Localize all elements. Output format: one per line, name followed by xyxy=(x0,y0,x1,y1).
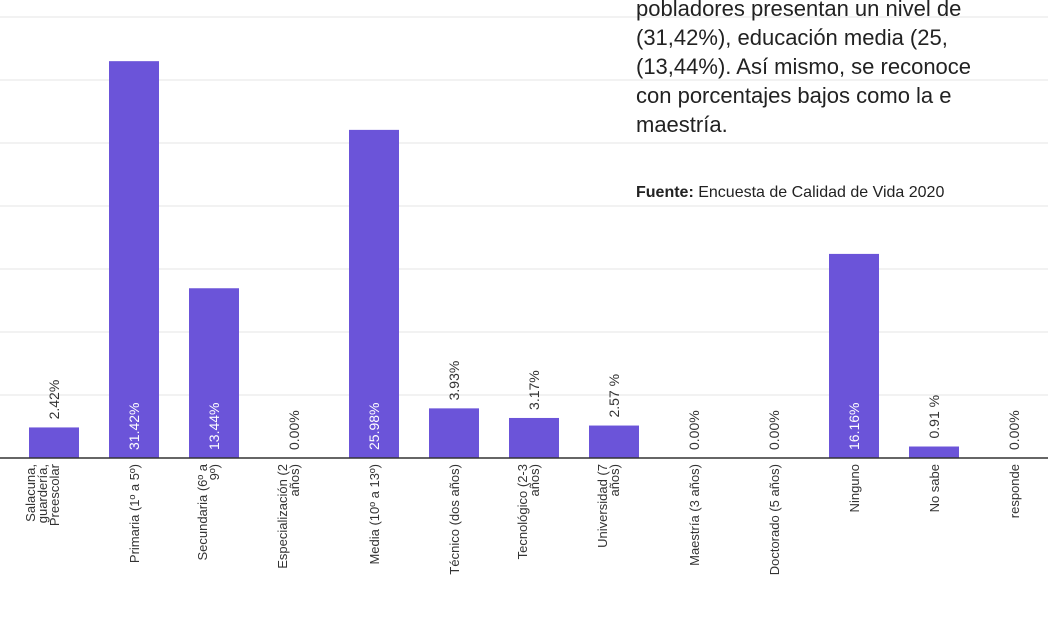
description-line-1: pobladores presentan un nivel de xyxy=(636,0,962,21)
source-note: Fuente: Encuesta de Calidad de Vida 2020 xyxy=(636,184,944,202)
category-label: Técnico (dos años) xyxy=(447,464,462,575)
category-label: No sabe xyxy=(927,464,942,512)
bars-group xyxy=(29,61,959,458)
data-label: 25.98% xyxy=(366,403,382,450)
category-label: Doctorado (5 años) xyxy=(767,464,782,575)
description-line-3: (13,44%). Así mismo, se reconoce xyxy=(636,54,972,79)
gridlines xyxy=(0,16,1048,396)
bar xyxy=(189,288,239,458)
data-label: 0.91 % xyxy=(926,395,942,439)
data-label: 16.16% xyxy=(846,403,862,450)
category-label: años) xyxy=(607,464,622,497)
description-line-2: (31,42%), educación media (25, xyxy=(636,25,948,50)
category-label: guardería, xyxy=(35,464,50,523)
category-label: Maestría (3 años) xyxy=(687,464,702,566)
category-label: Primaria (1º a 5º) xyxy=(127,464,142,563)
category-label: responde xyxy=(1007,464,1022,518)
bar xyxy=(509,417,559,458)
source-text: Encuesta de Calidad de Vida 2020 xyxy=(693,184,945,201)
category-label: Secundaria (6º a xyxy=(195,463,210,560)
category-label: años) xyxy=(287,464,302,497)
data-label: 2.57 % xyxy=(606,374,622,418)
category-label: Universidad (7 xyxy=(595,464,610,548)
bar xyxy=(589,425,639,458)
data-label: 0.00% xyxy=(686,410,702,450)
data-labels-group: 2.42% 31.42% 13.44% 0.00% 25.98% 3.93% 3.17% 2.… xyxy=(46,361,1022,450)
category-label: Ninguno xyxy=(847,464,862,512)
bar xyxy=(909,446,959,458)
data-label: 3.17% xyxy=(526,370,542,410)
description-text: pobladores presentan un nivel de (31,42%… xyxy=(636,0,1048,139)
data-label: 0.00% xyxy=(766,410,782,450)
category-label: 9º) xyxy=(207,464,222,480)
category-label: Preescolar xyxy=(47,463,62,526)
description-line-4: con porcentajes bajos como la e xyxy=(636,83,952,108)
category-labels-group: Salacuna,guardería,Preescolar Primaria (1… xyxy=(23,463,1022,575)
description-line-5: maestría. xyxy=(636,112,728,137)
category-label: Especialización (2 xyxy=(275,464,290,569)
category-label: años) xyxy=(527,464,542,497)
data-label: 2.42% xyxy=(46,380,62,420)
bar xyxy=(29,427,79,458)
source-label: Fuente: xyxy=(636,184,694,201)
bar xyxy=(109,61,159,458)
bar xyxy=(349,129,399,458)
data-label: 0.00% xyxy=(1006,410,1022,450)
data-label: 0.00% xyxy=(286,410,302,450)
category-label: Media (10º a 13º) xyxy=(367,464,382,565)
bar xyxy=(829,253,879,458)
category-label: Salacuna, xyxy=(23,464,38,522)
data-label: 3.93% xyxy=(446,361,462,401)
data-label: 13.44% xyxy=(206,403,222,450)
bar xyxy=(429,408,479,458)
category-label: Tecnológico (2-3 xyxy=(515,464,530,559)
data-label: 31.42% xyxy=(126,403,142,450)
